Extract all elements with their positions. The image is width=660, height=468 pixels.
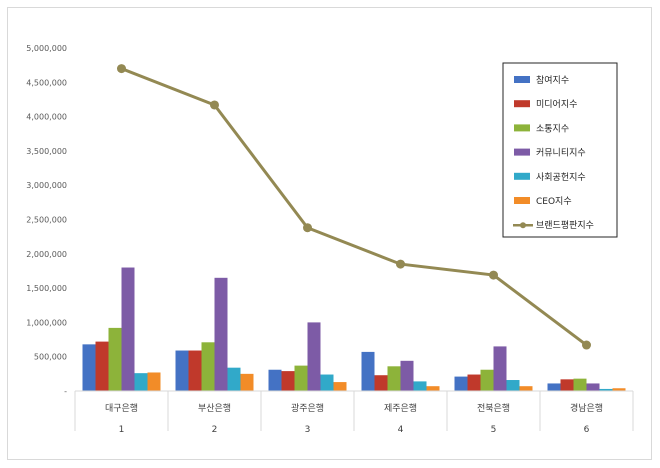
legend-label: 미디어지수 (536, 99, 577, 110)
legend-label: 커뮤니티지수 (536, 148, 586, 159)
legend-label: 참여지수 (536, 74, 569, 86)
bar (374, 375, 388, 391)
x-category-index: 3 (305, 425, 311, 435)
bar (361, 351, 375, 391)
legend-swatch (514, 100, 530, 108)
legend-swatch (514, 197, 530, 204)
y-tick-label: - (64, 387, 67, 396)
brand-reputation-chart: - 500,000 1,000,000 1,500,000 2,000,000 2,500… (26, 44, 634, 435)
legend-marker (520, 222, 526, 229)
bar (268, 369, 282, 391)
bar (599, 388, 613, 391)
x-axis: 대구은행 1 부산은행 2 광주은행 3 제주은행 4 전북은행 5 경남은행 6 (74, 390, 634, 435)
legend-swatch (514, 76, 530, 83)
x-category-index: 5 (491, 425, 497, 435)
x-category-index: 1 (119, 425, 125, 435)
x-category-index: 2 (212, 425, 218, 435)
bar (612, 388, 626, 391)
bar (320, 374, 334, 391)
bar (400, 360, 414, 391)
y-tick-label: 1,000,000 (26, 318, 67, 327)
bar (95, 341, 109, 391)
x-category-label: 광주은행 (291, 402, 324, 414)
bar (227, 367, 241, 391)
x-category-label: 전북은행 (477, 402, 510, 414)
y-tick-label: 4,500,000 (26, 78, 67, 87)
bar (147, 372, 161, 391)
x-category-label: 제주은행 (384, 402, 417, 414)
bar (480, 369, 494, 391)
line-point (396, 259, 405, 269)
y-tick-label: 1,500,000 (26, 284, 67, 293)
bar (506, 380, 520, 391)
bar (175, 350, 189, 391)
y-tick-label: 500,000 (34, 353, 67, 362)
bar (281, 371, 295, 391)
bar (201, 342, 215, 391)
legend-label: CEO지수 (536, 196, 572, 207)
bar (573, 378, 587, 391)
x-category-label: 경남은행 (570, 402, 603, 414)
bar (387, 366, 401, 391)
bar (426, 386, 440, 391)
bar (294, 365, 308, 391)
bar (240, 373, 254, 391)
bar (586, 383, 600, 391)
legend-swatch (514, 172, 530, 180)
legend-swatch (514, 124, 530, 132)
y-tick-label: 3,000,000 (26, 181, 67, 190)
y-tick-label: 2,000,000 (26, 250, 67, 259)
legend-label: 소통지수 (536, 123, 569, 134)
y-tick-label: 5,000,000 (26, 44, 67, 53)
bar (560, 379, 574, 391)
y-tick-label: 2,500,000 (26, 216, 67, 225)
line-point (582, 340, 591, 350)
line-point (303, 223, 312, 233)
x-category-label: 대구은행 (105, 402, 138, 414)
bar (214, 277, 228, 391)
series-line (120, 67, 588, 347)
bar (307, 322, 321, 391)
bar (121, 267, 135, 391)
chart-frame: - 500,000 1,000,000 1,500,000 2,000,000 2,500… (7, 7, 652, 460)
bar (108, 327, 122, 391)
bar (547, 383, 561, 391)
bar (454, 376, 468, 391)
line-point (489, 270, 498, 280)
bar (333, 382, 347, 391)
legend-label: 브랜드평판지수 (536, 220, 594, 231)
y-axis: - 500,000 1,000,000 1,500,000 2,000,000 2,500… (26, 44, 67, 396)
line-point (117, 64, 126, 74)
legend-label: 사회공헌지수 (536, 172, 586, 183)
bar (413, 381, 427, 391)
bar (519, 386, 533, 391)
x-category-index: 6 (584, 425, 590, 435)
line-point (210, 100, 219, 110)
legend-swatch (514, 148, 530, 156)
bar-series (82, 267, 626, 391)
bar (134, 373, 148, 391)
y-tick-label: 4,000,000 (26, 113, 67, 122)
x-category-label: 부산은행 (198, 402, 231, 414)
bar (188, 350, 202, 391)
bar (82, 344, 96, 391)
y-tick-label: 3,500,000 (26, 147, 67, 156)
bar (493, 346, 507, 391)
bar (467, 374, 481, 391)
x-category-index: 4 (398, 425, 404, 435)
line-series (117, 64, 591, 350)
